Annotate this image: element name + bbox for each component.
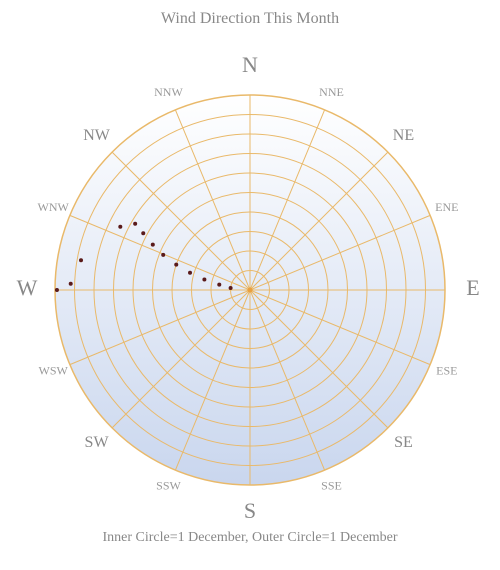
- data-point: [188, 271, 192, 275]
- direction-label-wnw: WNW: [38, 200, 70, 214]
- data-point: [55, 288, 59, 292]
- direction-label-ene: ENE: [435, 200, 458, 214]
- data-point: [217, 283, 221, 287]
- data-point: [151, 243, 155, 247]
- direction-label-n: N: [242, 52, 258, 77]
- data-point: [141, 231, 145, 235]
- direction-label-nw: NW: [83, 127, 111, 144]
- data-point: [79, 258, 83, 262]
- polar-chart: N NNE NE ENE E ESE SE SSE S SSW SW WSW W WNW NW NNW: [0, 35, 500, 525]
- direction-label-ne: NE: [393, 127, 414, 144]
- data-point: [133, 222, 137, 226]
- direction-label-nne: NNE: [319, 85, 344, 99]
- data-point: [174, 263, 178, 267]
- chart-footer: Inner Circle=1 December, Outer Circle=1 …: [0, 525, 500, 546]
- data-point: [202, 277, 206, 281]
- direction-label-wsw: WSW: [39, 363, 69, 377]
- data-point: [118, 225, 122, 229]
- direction-label-sse: SSE: [321, 479, 342, 493]
- direction-label-ssw: SSW: [156, 479, 181, 493]
- direction-label-s: S: [244, 498, 256, 523]
- direction-label-sw: SW: [85, 434, 110, 451]
- direction-label-ese: ESE: [436, 363, 457, 377]
- data-point: [161, 253, 165, 257]
- chart-container: Wind Direction This Month N NNE NE ENE E ESE S…: [0, 0, 500, 570]
- direction-label-nnw: NNW: [154, 85, 183, 99]
- data-point: [69, 282, 73, 286]
- chart-title: Wind Direction This Month: [0, 0, 500, 35]
- data-point: [229, 286, 233, 290]
- direction-label-e: E: [466, 275, 479, 300]
- polar-svg: N NNE NE ENE E ESE SE SSE S SSW SW WSW W WNW NW NNW: [0, 35, 500, 525]
- direction-label-w: W: [17, 275, 38, 300]
- direction-label-se: SE: [394, 434, 413, 451]
